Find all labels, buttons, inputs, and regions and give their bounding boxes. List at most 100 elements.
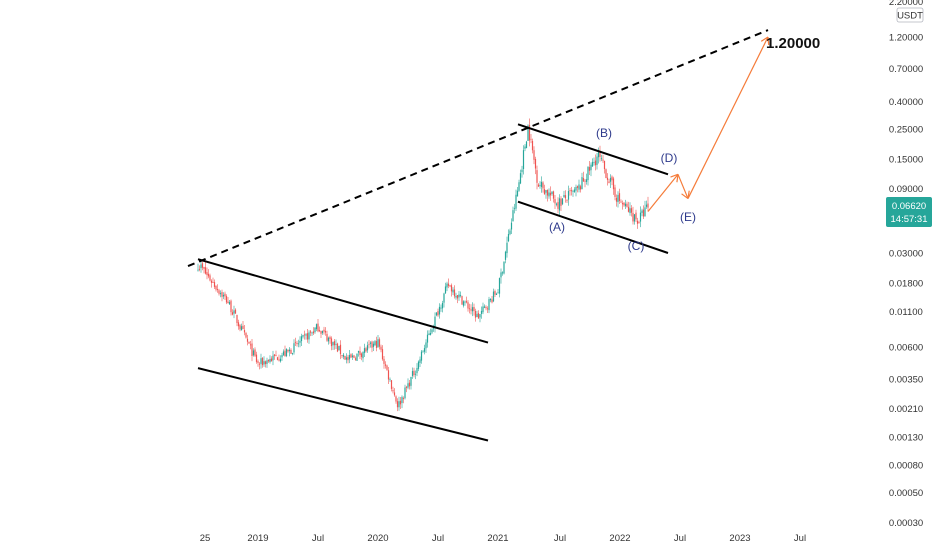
candle-body — [495, 293, 498, 295]
candle-body — [626, 203, 628, 207]
candle-body — [225, 296, 228, 303]
channel-line[interactable] — [517, 123, 669, 176]
candle-body — [300, 336, 303, 342]
candle-body — [599, 151, 601, 157]
candle-body — [284, 350, 286, 357]
candle-body — [561, 198, 564, 205]
candle-body — [636, 220, 639, 224]
candle-body — [519, 173, 522, 184]
candle-body — [362, 352, 364, 359]
candle-body — [567, 191, 570, 200]
candle-body — [302, 335, 304, 337]
candle-body — [383, 358, 385, 364]
candle-body — [269, 358, 271, 363]
candle-body — [473, 307, 475, 311]
candle-body — [642, 209, 645, 217]
candle-body — [257, 361, 259, 363]
x-tick-label: Jul — [674, 533, 686, 544]
candle-body — [344, 355, 346, 360]
candle-body — [572, 190, 574, 192]
candle-body — [197, 269, 199, 271]
candle-body — [416, 367, 418, 374]
candle-body — [581, 177, 583, 190]
projection-arrowhead — [681, 193, 689, 200]
candle-body — [207, 273, 210, 277]
candle-body — [390, 380, 393, 389]
candle-body — [396, 401, 399, 408]
candle-body — [419, 359, 421, 363]
projection-segment — [687, 36, 769, 199]
candle-body — [366, 345, 369, 351]
candle-body — [281, 355, 283, 358]
candle-body — [374, 341, 376, 346]
candle-body — [363, 348, 366, 353]
candle-body — [557, 202, 559, 209]
candle-body — [596, 156, 598, 165]
candle-body — [378, 339, 381, 347]
candle-body — [594, 160, 597, 166]
candle-body — [420, 351, 423, 361]
candle-body — [506, 242, 508, 254]
channel-line[interactable] — [517, 200, 669, 254]
candle-body — [327, 337, 330, 342]
candle-body — [315, 324, 318, 330]
y-tick-label: 0.01100 — [889, 307, 923, 318]
candle-body — [212, 282, 214, 283]
candle-body — [459, 294, 462, 296]
candle-body — [611, 176, 613, 181]
time-axis[interactable]: 25 2019 Jul 2020 Jul 2021 Jul 2022 Jul 2023 Jul — [0, 526, 932, 550]
candle-body — [497, 292, 499, 294]
channel-line[interactable] — [197, 258, 489, 344]
candle-body — [305, 334, 307, 336]
candle-body — [590, 164, 592, 171]
candle-body — [407, 383, 409, 388]
candle-body — [477, 313, 480, 319]
candle-body — [554, 199, 556, 204]
candle-body — [270, 358, 273, 362]
candle-body — [641, 210, 643, 213]
candle-body — [597, 152, 600, 158]
candle-body — [536, 170, 538, 183]
candle-body — [402, 397, 405, 399]
candle-body — [585, 179, 588, 182]
candle-body — [251, 343, 253, 357]
candle-body — [258, 363, 261, 365]
candle-body — [510, 222, 513, 230]
candle-body — [423, 348, 426, 352]
candle-body — [482, 306, 484, 313]
candle-body — [623, 202, 625, 206]
candle-body — [413, 370, 415, 376]
candle-body — [275, 355, 277, 357]
candle-body — [524, 146, 526, 149]
candle-body — [198, 268, 201, 270]
candle-body — [326, 333, 328, 341]
candle-body — [293, 343, 295, 353]
candle-body — [312, 331, 315, 334]
candle-body — [261, 357, 264, 366]
x-tick-label: Jul — [554, 533, 566, 544]
candle-body — [231, 312, 234, 315]
channel-line[interactable] — [197, 367, 489, 442]
candle-body — [635, 212, 637, 220]
candle-body — [647, 203, 649, 208]
candle-body — [210, 280, 213, 283]
candle-body — [522, 150, 525, 169]
candle-body — [338, 346, 340, 351]
dashed-trendline[interactable] — [187, 29, 769, 267]
candle-body — [282, 351, 285, 356]
candle-body — [570, 190, 573, 192]
candle-body — [425, 342, 427, 349]
x-tick-label: 2020 — [367, 533, 388, 544]
candle-body — [485, 306, 487, 309]
candle-body — [591, 161, 594, 167]
candle-body — [638, 221, 640, 223]
candle-body — [480, 310, 483, 314]
price-axis[interactable]: 2.20000 1.20000 0.70000 0.40000 0.25000 0.150… — [886, 0, 932, 529]
candle-body — [308, 332, 310, 340]
candle-body — [503, 261, 505, 274]
candle-body — [474, 310, 477, 318]
y-tick-label: 0.09000 — [889, 184, 923, 195]
candle-body — [353, 355, 355, 358]
candle-body — [639, 212, 642, 222]
